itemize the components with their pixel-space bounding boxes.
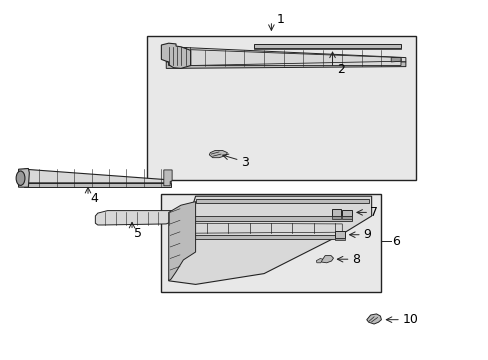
Text: 7: 7 <box>369 206 377 219</box>
Polygon shape <box>95 211 178 225</box>
Bar <box>146 36 415 180</box>
Polygon shape <box>342 210 351 216</box>
Text: 10: 10 <box>402 313 417 326</box>
Polygon shape <box>24 183 171 187</box>
Polygon shape <box>316 258 322 263</box>
Text: 9: 9 <box>362 228 370 241</box>
Text: 3: 3 <box>240 156 248 168</box>
Polygon shape <box>335 231 345 238</box>
Polygon shape <box>195 199 368 203</box>
Polygon shape <box>19 168 29 187</box>
Polygon shape <box>185 216 351 221</box>
Polygon shape <box>166 62 405 68</box>
Polygon shape <box>24 169 171 183</box>
Polygon shape <box>163 170 172 186</box>
Text: 2: 2 <box>337 63 345 76</box>
Polygon shape <box>366 314 381 324</box>
Polygon shape <box>190 50 400 66</box>
Polygon shape <box>331 209 341 216</box>
Text: 4: 4 <box>90 192 98 205</box>
Polygon shape <box>390 58 400 62</box>
Polygon shape <box>342 216 351 219</box>
Polygon shape <box>173 235 337 239</box>
Polygon shape <box>95 211 178 225</box>
Text: 5: 5 <box>134 227 142 240</box>
Polygon shape <box>168 202 195 281</box>
Polygon shape <box>254 44 400 48</box>
Polygon shape <box>331 216 341 219</box>
Ellipse shape <box>16 171 25 185</box>
Polygon shape <box>168 196 371 284</box>
Text: 6: 6 <box>391 235 399 248</box>
Polygon shape <box>209 150 227 158</box>
Polygon shape <box>254 48 400 49</box>
Polygon shape <box>178 223 342 233</box>
Polygon shape <box>335 238 345 240</box>
Bar <box>161 194 381 292</box>
Text: 8: 8 <box>351 253 359 266</box>
Polygon shape <box>166 47 405 62</box>
Polygon shape <box>321 256 333 263</box>
Text: 1: 1 <box>276 13 284 26</box>
Polygon shape <box>161 43 190 68</box>
Polygon shape <box>168 50 400 66</box>
